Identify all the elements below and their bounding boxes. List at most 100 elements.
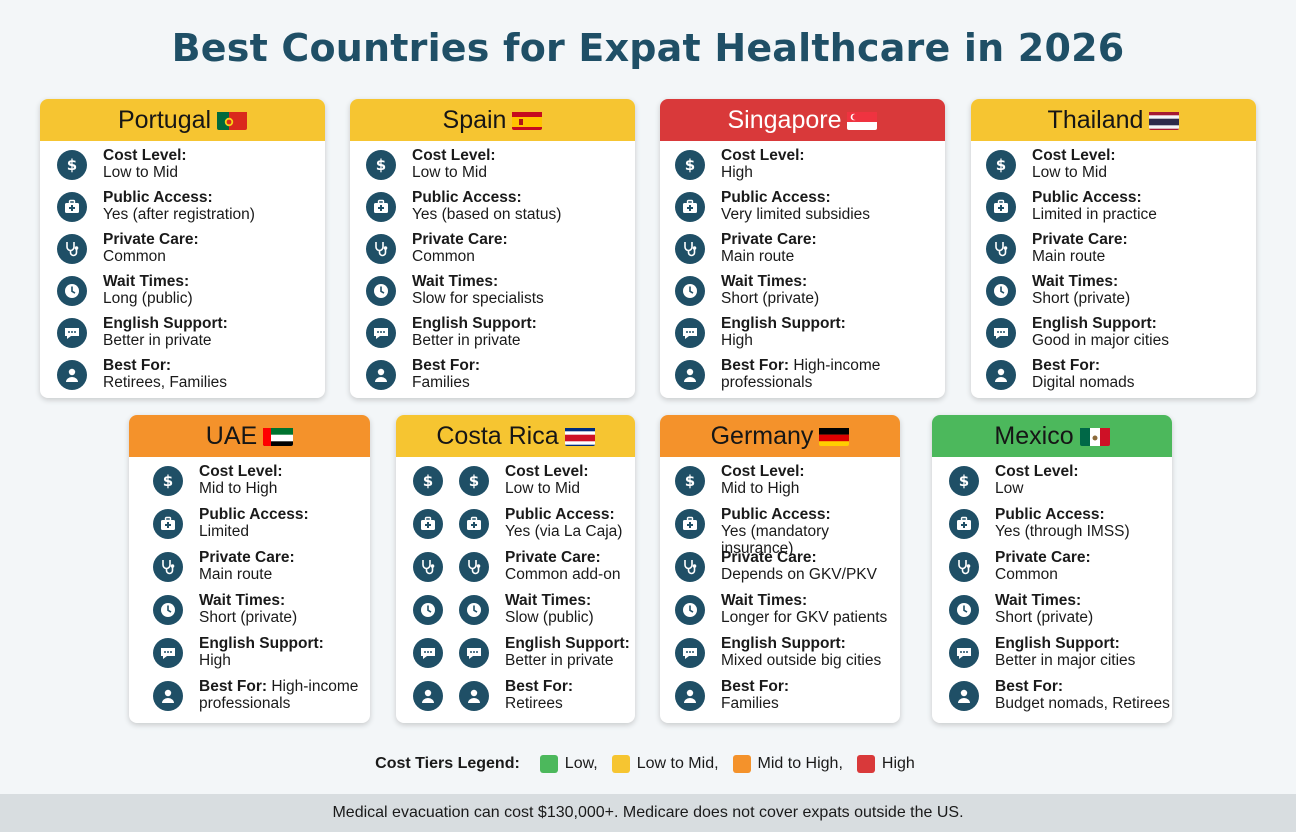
field-label: Private Care: bbox=[1032, 231, 1128, 248]
field-value: Better in private bbox=[505, 652, 614, 669]
row-text: Cost Level: Low bbox=[995, 463, 1079, 497]
chat-bubble-icon bbox=[459, 638, 489, 668]
country-card-portugal: Portugal $ Cost Level: Low to Mid Public Ac… bbox=[40, 99, 325, 398]
card-rows: $ Cost Level: Mid to High Public Access: Yes… bbox=[660, 457, 900, 721]
field-value: Short (private) bbox=[721, 290, 820, 307]
field-value: Slow for specialists bbox=[412, 290, 544, 307]
row-text: Public Access: Limited bbox=[199, 506, 309, 540]
row-text: Cost Level: Low to Mid bbox=[412, 147, 496, 181]
row-public-access: Public Access: Yes (mandatory insurance) bbox=[675, 506, 900, 557]
row-best-for: Best For: Budget nomads, Retirees bbox=[949, 678, 1172, 721]
medical-kit-icon bbox=[153, 509, 183, 539]
field-value: Better in major cities bbox=[995, 652, 1136, 669]
svg-text:$: $ bbox=[996, 156, 1006, 174]
dollar-icon: $ bbox=[675, 150, 705, 180]
thailand-flag bbox=[1149, 110, 1180, 130]
field-value: High bbox=[199, 652, 231, 669]
field-label: Wait Times: bbox=[721, 273, 808, 290]
field-label: Private Care: bbox=[103, 231, 199, 248]
card-rows: $ Cost Level: Low to Mid Public Access: Yes … bbox=[350, 141, 635, 398]
svg-text:$: $ bbox=[423, 472, 433, 490]
row-text: Public Access: Yes (after registration) bbox=[103, 189, 255, 223]
field-label: Wait Times: bbox=[199, 592, 286, 609]
row-public-access: Public Access: Yes (after registration) bbox=[57, 189, 325, 231]
germany-flag bbox=[819, 426, 850, 446]
field-label: Cost Level: bbox=[103, 147, 187, 164]
row-private-care: Private Care: Common add-on bbox=[413, 549, 635, 592]
row-private-care: Private Care: Common bbox=[366, 231, 635, 273]
field-label: Private Care: bbox=[412, 231, 508, 248]
field-value: Limited bbox=[199, 523, 249, 540]
row-text: Best For: High-income professionals bbox=[199, 678, 370, 712]
singapore-flag bbox=[847, 110, 878, 130]
row-private-care: Private Care: Common bbox=[57, 231, 325, 273]
dollar-icon: $ bbox=[57, 150, 87, 180]
svg-text:$: $ bbox=[67, 156, 77, 174]
field-value: Mid to High bbox=[721, 480, 800, 497]
chat-bubble-icon bbox=[57, 318, 87, 348]
field-label: Cost Level: bbox=[412, 147, 496, 164]
field-label: Private Care: bbox=[505, 549, 601, 566]
legend-item-mid-to-high: Mid to High, bbox=[725, 755, 843, 773]
field-value: High bbox=[721, 332, 753, 349]
field-value: Retirees bbox=[505, 695, 563, 712]
field-label: Public Access: bbox=[995, 506, 1105, 523]
row-text: English Support: Better in private bbox=[505, 635, 630, 669]
field-value: Depends on GKV/PKV bbox=[721, 566, 877, 583]
person-icon bbox=[413, 681, 443, 711]
row-text: Private Care: Main route bbox=[721, 231, 817, 265]
stethoscope-icon bbox=[413, 552, 443, 582]
row-private-care: Private Care: Common bbox=[949, 549, 1172, 592]
field-value: High-income professionals bbox=[721, 357, 881, 391]
country-name: Thailand bbox=[1047, 105, 1144, 134]
row-public-access: Public Access: Yes (through IMSS) bbox=[949, 506, 1172, 549]
field-label: Best For: bbox=[199, 678, 268, 695]
row-best-for: Best For: Families bbox=[366, 357, 635, 398]
card-header: Germany bbox=[660, 415, 900, 457]
dollar-icon: $ bbox=[153, 466, 183, 496]
row-public-access: Public Access: Very limited subsidies bbox=[675, 189, 945, 231]
person-icon bbox=[153, 681, 183, 711]
field-value: Short (private) bbox=[995, 609, 1094, 626]
field-value: Low to Mid bbox=[103, 164, 178, 181]
field-label: English Support: bbox=[412, 315, 537, 332]
field-value: Low to Mid bbox=[412, 164, 487, 181]
field-value: Low bbox=[995, 480, 1024, 497]
card-rows: $ Cost Level: Low to Mid Public Access: Limi… bbox=[971, 141, 1256, 398]
field-label: Best For: bbox=[412, 357, 481, 374]
person-icon bbox=[366, 360, 396, 390]
field-label: Public Access: bbox=[505, 506, 615, 523]
row-cost-level: $ Cost Level: High bbox=[675, 147, 945, 189]
field-label: Best For: bbox=[721, 678, 790, 695]
row-cost-level: $ Cost Level: Mid to High bbox=[153, 463, 370, 506]
row-text: Cost Level: Low to Mid bbox=[103, 147, 187, 181]
costa-rica-flag bbox=[564, 426, 595, 446]
field-label: Cost Level: bbox=[199, 463, 283, 480]
row-text: Best For: Families bbox=[721, 678, 789, 712]
row-cost-level: $ Cost Level: Low to Mid bbox=[57, 147, 325, 189]
row-best-for: Best For: Retirees, Families bbox=[57, 357, 325, 398]
row-text: English Support: High bbox=[199, 635, 324, 669]
medical-kit-icon bbox=[413, 509, 443, 539]
card-header: UAE bbox=[129, 415, 370, 457]
dollar-icon: $ bbox=[949, 466, 979, 496]
row-wait-times: Wait Times: Longer for GKV patients bbox=[675, 592, 900, 635]
person-icon bbox=[675, 681, 705, 711]
chat-bubble-icon bbox=[675, 638, 705, 668]
legend-label: High bbox=[881, 755, 915, 772]
clock-icon bbox=[153, 595, 183, 625]
field-value: Good in major cities bbox=[1032, 332, 1169, 349]
country-card-singapore: Singapore $ Cost Level: High Public Access:… bbox=[660, 99, 945, 398]
medical-kit-icon bbox=[986, 192, 1016, 222]
chat-bubble-icon bbox=[413, 638, 443, 668]
field-label: English Support: bbox=[721, 635, 846, 652]
field-label: Public Access: bbox=[1032, 189, 1142, 206]
row-english-support: English Support: Better in private bbox=[366, 315, 635, 357]
row-text: Wait Times: Longer for GKV patients bbox=[721, 592, 887, 626]
card-rows: $ Cost Level: Mid to High Public Access: Lim… bbox=[129, 457, 370, 721]
field-label: Public Access: bbox=[721, 189, 831, 206]
field-value: Families bbox=[721, 695, 779, 712]
field-label: Wait Times: bbox=[505, 592, 592, 609]
row-text: English Support: Better in private bbox=[412, 315, 537, 349]
legend-item-low: Low, bbox=[532, 755, 598, 773]
